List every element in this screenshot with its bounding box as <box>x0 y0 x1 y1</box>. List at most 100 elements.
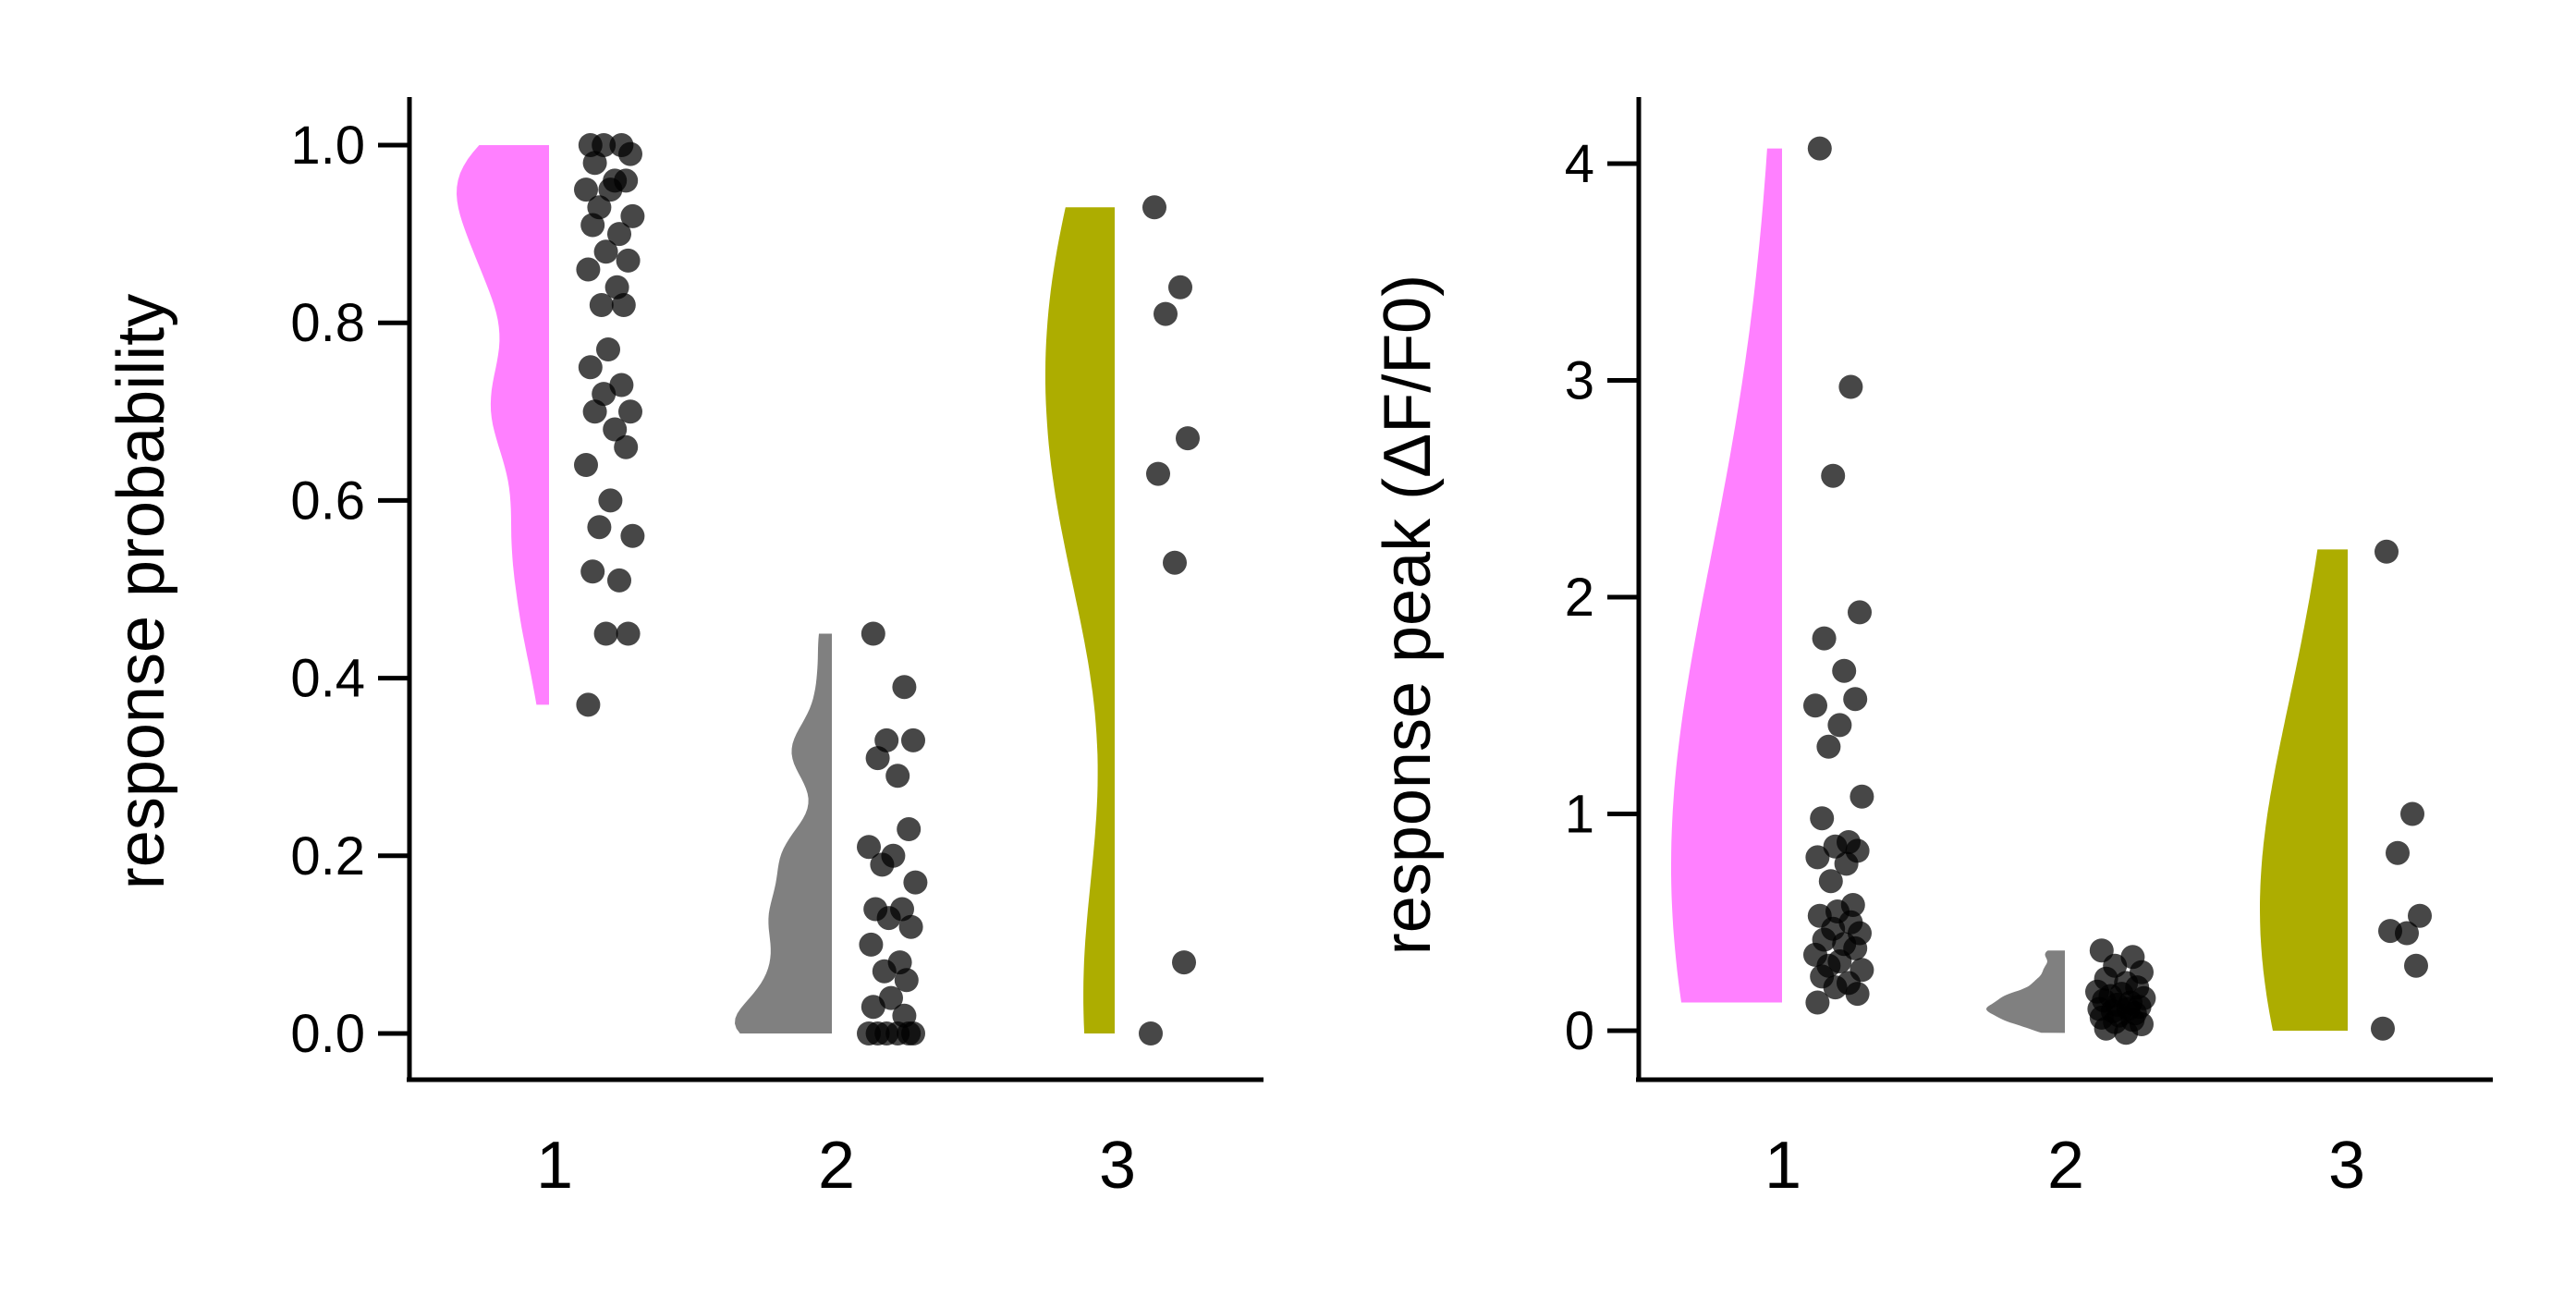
data-point <box>1834 851 1859 876</box>
axes <box>407 97 1264 1082</box>
data-point <box>879 985 903 1010</box>
x-tick-label: 2 <box>818 1129 855 1203</box>
data-point <box>897 1021 922 1045</box>
y-tick-label: 1.0 <box>290 116 365 176</box>
data-point <box>1163 550 1187 575</box>
violin-layer <box>1671 148 2348 1033</box>
data-point <box>598 488 623 513</box>
data-point <box>2400 801 2424 826</box>
data-point <box>614 434 639 459</box>
data-point <box>1146 461 1170 486</box>
y-tick-label: 0.2 <box>290 826 365 886</box>
x-tick-label: 3 <box>2328 1129 2365 1203</box>
data-point <box>885 764 910 789</box>
violin-group-2 <box>735 633 832 1033</box>
data-point <box>616 248 641 273</box>
data-point <box>593 239 618 264</box>
data-point <box>865 746 890 771</box>
data-point <box>1843 687 1868 712</box>
violin-group-1 <box>457 145 549 705</box>
data-point <box>897 817 922 841</box>
data-point <box>874 727 899 752</box>
data-point <box>609 373 634 397</box>
data-point <box>620 523 645 548</box>
data-point <box>603 417 628 442</box>
data-point <box>1816 734 1841 759</box>
data-point <box>2371 1016 2395 1041</box>
data-point <box>859 932 884 957</box>
data-point <box>574 177 598 202</box>
x-tick-labels: 1 2 3 <box>1764 1129 2365 1203</box>
data-point <box>2094 1016 2118 1041</box>
data-point <box>1823 975 1848 1000</box>
data-point <box>1807 136 1832 161</box>
y-tick-label: 0.6 <box>290 471 365 531</box>
data-point <box>582 399 607 424</box>
data-point <box>898 914 923 939</box>
data-point <box>1139 1021 1163 1045</box>
x-tick-labels: 1 2 3 <box>536 1129 1136 1203</box>
data-point <box>1838 374 1863 399</box>
axes <box>1636 97 2493 1082</box>
data-point <box>598 177 623 202</box>
data-point <box>861 995 885 1020</box>
violin-group-3 <box>2260 549 2348 1031</box>
violin-group-1 <box>1671 148 1782 1003</box>
data-point <box>1823 834 1848 859</box>
data-point <box>582 151 607 176</box>
y-tick-label: 0 <box>1565 1001 1594 1061</box>
data-point <box>578 355 603 380</box>
data-point <box>903 870 928 895</box>
data-point <box>1172 950 1196 975</box>
y-ticks: 0 1 2 3 4 <box>1565 134 1639 1061</box>
panel-response-probability: 0.0 0.2 0.4 0.6 0.8 1.0 1 2 3 response probab… <box>104 97 1264 1203</box>
data-point <box>872 959 897 984</box>
data-point <box>861 621 885 646</box>
data-point <box>592 133 617 157</box>
data-point <box>607 222 631 247</box>
data-point <box>870 852 895 877</box>
data-point <box>1805 845 1830 870</box>
data-point <box>1168 275 1192 300</box>
panel-response-peak: 0 1 2 3 4 1 2 3 response peak (ΔF/F0) <box>1371 97 2493 1203</box>
points-layer <box>1803 136 2432 1045</box>
data-point <box>2408 903 2432 928</box>
data-point <box>901 727 925 752</box>
data-point <box>576 692 601 717</box>
data-point <box>607 568 631 593</box>
data-point <box>587 515 612 540</box>
data-point <box>596 337 620 361</box>
violin-layer <box>457 145 1115 1033</box>
y-tick-label: 0.4 <box>290 649 365 709</box>
y-tick-label: 4 <box>1565 134 1594 194</box>
data-point <box>1810 806 1835 831</box>
data-point <box>2375 539 2399 564</box>
points-layer <box>574 133 1200 1045</box>
y-tick-label: 0.8 <box>290 293 365 353</box>
data-point <box>592 382 617 407</box>
data-point <box>589 293 614 317</box>
x-tick-label: 1 <box>1764 1129 1801 1203</box>
y-axis-title: response probability <box>104 294 178 889</box>
x-tick-label: 3 <box>1099 1129 1136 1203</box>
x-tick-label: 2 <box>2047 1129 2084 1203</box>
data-point <box>2386 840 2410 865</box>
violin-group-2 <box>1986 950 2065 1033</box>
data-point <box>2114 1021 2139 1045</box>
data-point <box>620 203 645 228</box>
data-point <box>2404 953 2428 978</box>
data-point <box>1803 693 1827 718</box>
data-point <box>580 559 605 584</box>
data-point <box>593 621 618 646</box>
y-tick-label: 1 <box>1565 785 1594 845</box>
data-point <box>2395 921 2419 946</box>
y-ticks: 0.0 0.2 0.4 0.6 0.8 1.0 <box>290 116 409 1064</box>
y-tick-label: 2 <box>1565 568 1594 628</box>
data-point <box>618 141 642 166</box>
data-point <box>1827 713 1852 738</box>
data-point <box>892 675 917 700</box>
y-tick-label: 0.0 <box>290 1004 365 1064</box>
violin-group-3 <box>1045 207 1115 1033</box>
data-point <box>1812 626 1837 651</box>
